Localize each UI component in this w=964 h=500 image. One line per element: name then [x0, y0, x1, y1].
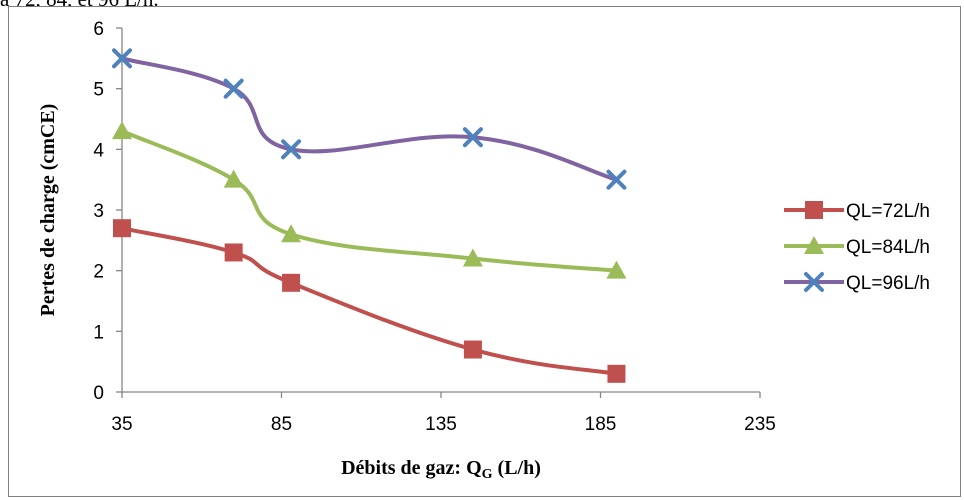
data-point-marker	[606, 169, 627, 190]
legend-marker	[804, 236, 824, 254]
x-tick-label: 85	[271, 414, 292, 435]
series-line	[120, 56, 619, 182]
data-point-marker-stroke	[281, 139, 302, 160]
x-axis-title-suffix: (L/h)	[493, 457, 541, 479]
y-tick-label: 0	[93, 383, 104, 404]
series-x	[112, 48, 627, 190]
y-tick-label: 6	[93, 19, 104, 40]
legend-marker	[805, 201, 823, 219]
data-point-marker-stroke	[223, 78, 244, 99]
data-point-marker	[463, 340, 482, 359]
y-tick-label: 5	[93, 80, 104, 101]
x-tick-label: 185	[585, 414, 617, 435]
x-tick-label: 235	[744, 414, 776, 435]
x-tick-label: 35	[111, 414, 132, 435]
data-point-marker	[112, 48, 132, 69]
data-point-marker	[462, 248, 483, 267]
axes: 0 1 2 3 4 5 6 35 85 135 185 235	[93, 19, 775, 435]
caption-fragment: à 72, 84, et 96 L/h.	[0, 0, 159, 12]
data-point-marker	[462, 127, 483, 148]
data-point-marker-stroke	[462, 127, 483, 148]
y-tick-label: 2	[93, 262, 104, 283]
series-line	[120, 226, 619, 376]
x-tick-label: 135	[425, 414, 457, 435]
x-axis-title: Débits de gaz: QG (L/h)	[341, 457, 541, 482]
series-line	[120, 129, 619, 273]
y-tick-label: 1	[93, 322, 104, 343]
data-point-marker	[607, 364, 626, 383]
legend-label: QL=72L/h	[846, 201, 930, 222]
y-axis-title: Pertes de charge (cmCE)	[37, 104, 59, 317]
data-point-marker-stroke	[112, 48, 132, 69]
legend-label: QL=84L/h	[846, 237, 930, 258]
legend-marker-stroke	[804, 272, 824, 292]
data-point-marker-stroke	[606, 169, 627, 190]
data-point-marker	[223, 169, 244, 188]
series-square	[113, 219, 626, 383]
chart-frame	[8, 6, 961, 497]
data-point-marker	[282, 273, 301, 292]
legend-marker	[804, 272, 824, 292]
y-tick-label: 4	[93, 140, 104, 161]
data-point-marker	[606, 260, 627, 279]
x-axis-title-subscript: G	[482, 467, 493, 482]
legend: QL=72L/h QL=84L/h QL=96L/h	[784, 201, 930, 294]
legend-item: QL=84L/h	[784, 236, 930, 258]
legend-label: QL=96L/h	[846, 273, 930, 294]
data-point-marker	[112, 121, 132, 140]
y-tick-label: 3	[93, 201, 104, 222]
data-point-marker	[223, 78, 244, 99]
legend-item: QL=96L/h	[784, 272, 930, 294]
series-triangle	[112, 121, 627, 279]
legend-item: QL=72L/h	[784, 201, 930, 222]
x-axis-title-main: Débits de gaz: Q	[341, 457, 482, 479]
data-point-marker	[281, 139, 302, 160]
data-point-marker	[281, 224, 302, 243]
series-layer	[112, 48, 627, 383]
data-point-marker	[113, 219, 131, 238]
data-point-marker	[224, 243, 243, 262]
